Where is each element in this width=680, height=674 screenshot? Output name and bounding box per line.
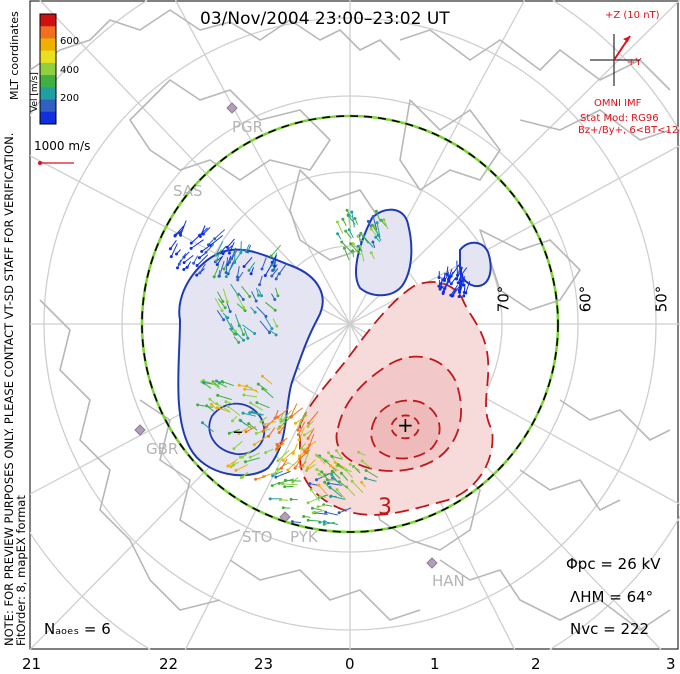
scale-vector bbox=[38, 161, 74, 165]
potential-max-symbol: + bbox=[397, 413, 414, 437]
imf-z-label: +Z (10 nT) bbox=[605, 10, 660, 21]
colorbar-segment bbox=[40, 62, 56, 76]
velocity-vectors bbox=[168, 208, 471, 526]
mlt-label-0: 0 bbox=[345, 655, 355, 673]
colorbar-segment bbox=[40, 50, 56, 64]
fit-order-note: FitOrder: 8, mapEX format bbox=[14, 495, 28, 646]
mlt-label-23: 23 bbox=[254, 655, 274, 673]
colorbar-segment bbox=[40, 26, 56, 39]
positive-inner-3 bbox=[390, 414, 420, 440]
colorbar-segment bbox=[40, 14, 56, 27]
coastlines bbox=[30, 9, 671, 631]
imf-y-label: +Y bbox=[627, 57, 642, 68]
colorbar-tick: 600 bbox=[60, 36, 80, 47]
contour-label: 3 bbox=[378, 495, 392, 520]
potential-min-symbol: – bbox=[233, 419, 243, 443]
colorbar-segment bbox=[40, 75, 56, 88]
colorbar-segment bbox=[40, 38, 56, 52]
colorbar-label: Vel [m/s] bbox=[30, 72, 40, 112]
station-label-han: HAN bbox=[432, 572, 465, 590]
n-rads-stat: Nₐₒₑₛ = 6 bbox=[44, 620, 111, 638]
mlt-label-21: 21 bbox=[22, 655, 42, 673]
imf-stat-model: Stat Mod: RG96 bbox=[580, 113, 659, 124]
imf-dial bbox=[590, 34, 640, 86]
station-label-gbr: GBR bbox=[146, 440, 179, 458]
imf-source: OMNI IMF bbox=[594, 98, 642, 109]
station-label-sas: SAS bbox=[173, 182, 203, 200]
lambda-hm-stat: ΛHM = 64° bbox=[570, 588, 654, 606]
map-frame bbox=[29, 0, 679, 650]
colorbar-tick: 400 bbox=[60, 65, 80, 76]
phi-pc-stat: Φpc = 26 kV bbox=[566, 555, 661, 573]
coordinates-label: MLT coordinates bbox=[8, 11, 21, 100]
latitude-label-50: 50° bbox=[652, 285, 671, 313]
negative-cell-east bbox=[459, 241, 492, 288]
colorbar-segment bbox=[40, 99, 56, 113]
mlt-label-1: 1 bbox=[430, 655, 440, 673]
scale-label: 1000 m/s bbox=[34, 139, 91, 153]
positive-inner-2 bbox=[370, 399, 441, 460]
negative-cell-north bbox=[355, 208, 413, 297]
negative-subcell bbox=[208, 402, 266, 455]
station-label-pyk: PYK bbox=[290, 528, 318, 546]
mlt-label-22: 22 bbox=[159, 655, 179, 673]
colorbar-segment bbox=[40, 87, 56, 101]
latitude-label-70: 70° bbox=[494, 285, 513, 313]
mlt-label-2: 2 bbox=[531, 655, 541, 673]
station-label-pgr: PGR bbox=[232, 118, 264, 136]
velocity-colorbar bbox=[39, 13, 57, 125]
n-vc-stat: Nvc = 222 bbox=[570, 620, 650, 638]
hm-boundary-dash bbox=[141, 115, 559, 533]
mlt-label-3: 3 bbox=[666, 655, 676, 673]
map-title: 03/Nov/2004 23:00–23:02 UT bbox=[200, 9, 450, 29]
latitude-label-60: 60° bbox=[576, 285, 595, 313]
colorbar-tick: 200 bbox=[60, 93, 80, 104]
colorbar-segment bbox=[40, 111, 56, 125]
station-label-sto: STO bbox=[242, 528, 273, 546]
negative-cell bbox=[177, 248, 324, 477]
imf-condition: Bz+/By+, 6<BT<12 bbox=[578, 125, 679, 136]
